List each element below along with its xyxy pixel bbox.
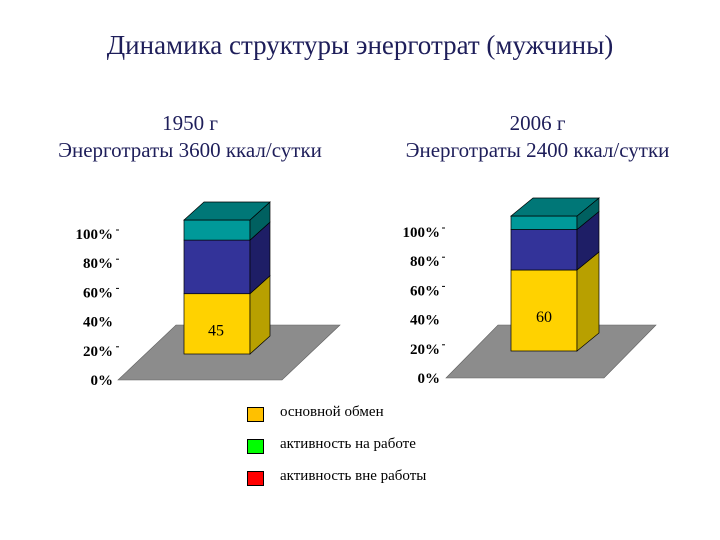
legend-label-leisure: активность вне работы (280, 468, 427, 484)
chart-energy-2006: Энерготраты 2400 ккал/сутки (405, 138, 670, 162)
chart-2-tick-label-3: 60% (410, 283, 440, 299)
chart-1-tick-label-2: 40% (83, 315, 113, 331)
legend-swatch-leisure (247, 471, 264, 486)
chart-1-tick-label-0: 0% (91, 373, 114, 389)
chart-2-tick-label-5: 100% (403, 225, 441, 241)
chart-2-segment-0-front (510, 269, 578, 352)
chart-2-segment-2-front (510, 215, 578, 230)
chart-year-2006: 2006 г (509, 111, 566, 135)
chart-2-tick-label-2: 40% (410, 313, 440, 329)
chart-2-data-label-0: 60 (536, 309, 552, 326)
legend-swatch-work (247, 439, 264, 454)
chart-2-floor (445, 324, 657, 379)
chart-1-segment-2-front (183, 219, 251, 241)
legend-swatch-basal (247, 407, 264, 422)
chart-1-tick-label-5: 100% (76, 227, 114, 243)
chart-header-1950: 1950 г Энерготраты 3600 ккал/сутки (10, 110, 370, 164)
chart-2-tick-label-4: 80% (410, 254, 440, 270)
chart-2-tick-label-0: 0% (418, 371, 441, 387)
legend-label-basal: основной обмен (280, 404, 384, 420)
chart-1-bar-top (183, 201, 271, 221)
chart-year-1950: 1950 г (162, 111, 218, 135)
chart-energy-1950: Энерготраты 3600 ккал/сутки (58, 138, 322, 162)
chart-1-segment-0-front (183, 293, 251, 355)
chart-1-tick-label-3: 60% (83, 285, 113, 301)
chart-2-segment-1-front (510, 229, 578, 271)
chart-2-tick-label-1: 20% (410, 342, 440, 358)
legend-label-work: активность на работе (280, 436, 416, 452)
chart-header-2006: 2006 г Энерготраты 2400 ккал/сутки (365, 110, 710, 164)
chart-2-bar-top (510, 197, 600, 217)
page-title: Динамика структуры энерготрат (мужчины) (106, 30, 614, 60)
chart-1-segment-1-front (183, 239, 251, 295)
chart-1-tick-label-4: 80% (83, 256, 113, 272)
chart-1-tick-label-1: 20% (83, 344, 113, 360)
chart-1-data-label-0: 45 (208, 323, 224, 340)
